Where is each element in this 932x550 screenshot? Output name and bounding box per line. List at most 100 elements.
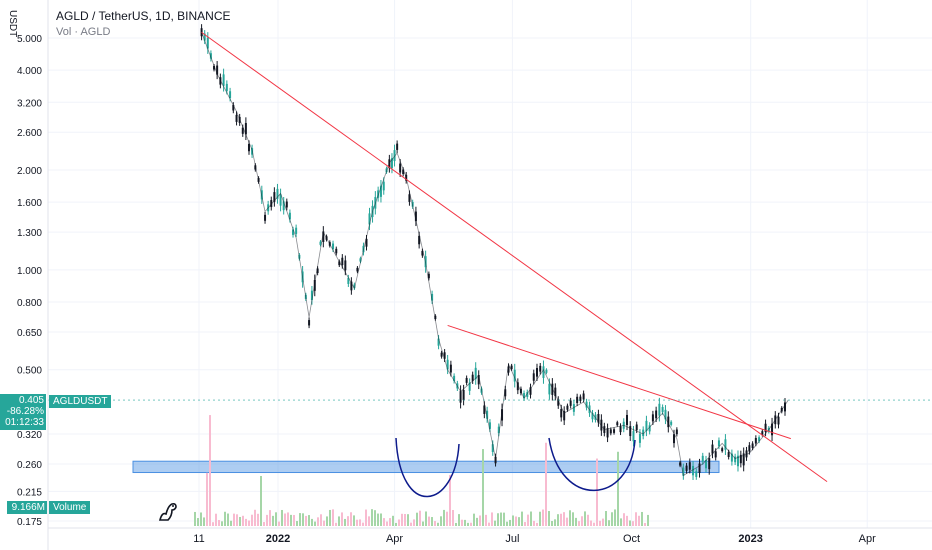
volume-bar: [233, 513, 235, 526]
volume-bar: [521, 511, 523, 526]
volume-bar: [458, 514, 460, 526]
candle-body: [708, 458, 711, 470]
volume-bar: [221, 521, 223, 526]
volume-bar: [593, 522, 595, 526]
x-tick-label: Apr: [859, 533, 876, 545]
volume-bar: [554, 519, 556, 526]
volume-bar: [617, 451, 619, 526]
volume-bar: [263, 522, 265, 526]
candle-body: [523, 393, 526, 399]
volume-bar: [209, 415, 211, 526]
candle-body: [658, 403, 661, 416]
candle-body: [322, 231, 325, 243]
candle-body: [632, 431, 635, 442]
candle-body: [203, 33, 206, 41]
candle-body: [675, 429, 678, 435]
volume-bar: [536, 522, 538, 526]
volume-bar: [575, 517, 577, 526]
volume-bar: [413, 519, 415, 526]
volume-bar: [644, 522, 646, 526]
candle-body: [292, 229, 295, 235]
volume-bar: [392, 515, 394, 526]
candle-body: [437, 338, 440, 346]
candle-body: [319, 241, 322, 245]
candle-body: [560, 409, 563, 418]
candle-body: [308, 320, 311, 326]
volume-bar: [350, 512, 352, 526]
pattern-curve-layer[interactable]: [395, 437, 636, 498]
candle-body: [597, 414, 600, 423]
volume-bar: [530, 511, 532, 526]
volume-bar: [194, 511, 196, 526]
trendline-secondary: [447, 324, 791, 440]
y-tick-label: 2.600: [17, 128, 42, 139]
volume-bar: [566, 517, 568, 526]
trendline-layer[interactable]: [48, 31, 932, 483]
candle-body: [711, 444, 714, 454]
candle-body: [545, 369, 548, 373]
y-tick-label: 2.000: [17, 166, 42, 177]
volume-bar: [281, 509, 283, 526]
candle-body: [651, 414, 654, 422]
volume-bar: [308, 515, 310, 526]
volume-bar: [479, 515, 481, 526]
candle-body: [396, 143, 399, 150]
volume-bar: [338, 516, 340, 526]
candle-body: [673, 434, 676, 444]
volume-bar: [230, 520, 232, 526]
volume-bar: [296, 521, 298, 526]
volume-bar: [500, 512, 502, 526]
candle-body: [532, 373, 535, 381]
volume-bar: [284, 513, 286, 526]
candle-body: [270, 200, 273, 208]
candle-body: [347, 277, 350, 284]
candle-body: [566, 405, 569, 410]
y-tick-label: 3.200: [17, 98, 42, 109]
candle-body: [431, 294, 434, 301]
candle-body: [459, 391, 462, 403]
volume-bar: [635, 512, 637, 526]
candle-body: [685, 465, 688, 471]
volume-bar: [269, 510, 271, 526]
volume-bar: [428, 516, 430, 526]
candle-body: [542, 366, 545, 378]
volume-bar: [638, 515, 640, 526]
candle-body: [379, 185, 382, 197]
volume-bar: [512, 515, 514, 526]
candle-body: [368, 213, 371, 225]
candle-body: [667, 416, 670, 428]
volume-bar: [563, 512, 565, 526]
candle-body: [642, 429, 645, 437]
candle-body: [295, 227, 298, 234]
candle-body: [576, 396, 579, 403]
candle-body: [213, 65, 216, 70]
y-tick-label: 4.000: [17, 66, 42, 77]
volume-bar: [614, 509, 616, 526]
volume-bar: [611, 512, 613, 526]
candle-body: [751, 443, 754, 448]
candle-body: [471, 374, 474, 381]
volume-bar: [569, 510, 571, 526]
tradingview-logo-icon[interactable]: [156, 498, 182, 524]
x-tick-label: Jul: [505, 533, 519, 545]
candle-body: [449, 364, 452, 373]
candle-body: [279, 194, 282, 206]
axis-unit-label: USDT: [7, 10, 18, 37]
y-tick-label: 1.000: [17, 266, 42, 277]
candle-body: [645, 420, 648, 432]
pattern-curve-left: [395, 437, 460, 498]
volume-bar: [380, 513, 382, 526]
volume-bar: [341, 512, 343, 526]
y-tick-label: 0.260: [17, 460, 42, 471]
candle-body: [468, 382, 471, 391]
volume-bar: [419, 510, 421, 526]
volume-label[interactable]: Vol · AGLD: [56, 26, 111, 38]
volume-bar: [524, 522, 526, 526]
pair-label[interactable]: AGLD / TetherUS, 1D, BINANCE: [56, 9, 231, 23]
y-tick-label: 0.215: [17, 487, 42, 498]
candle-body: [264, 214, 267, 221]
volume-bar: [404, 513, 406, 526]
candle-body: [704, 460, 707, 469]
